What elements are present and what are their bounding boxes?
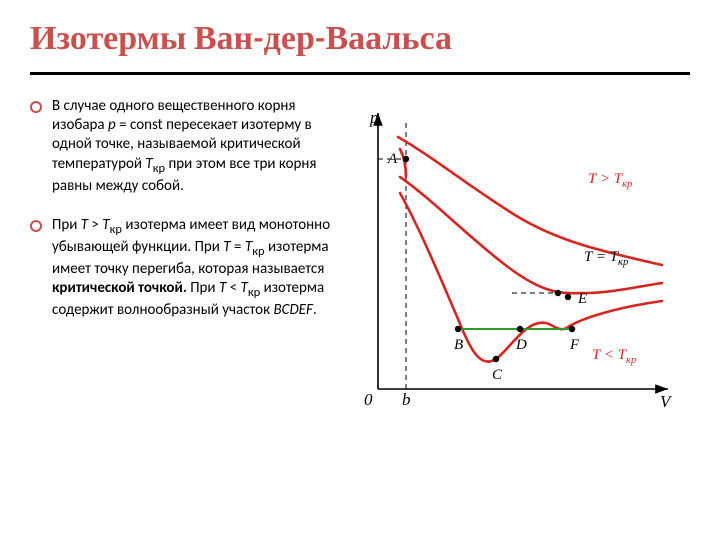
svg-text:E: E [577, 291, 587, 307]
bullet-dot-icon [30, 101, 42, 113]
bullet-item: В случае одного вещественного корня изоб… [30, 97, 340, 196]
svg-text:T = Tкр: T = Tкр [584, 249, 628, 268]
svg-text:F: F [569, 337, 580, 353]
text-column: В случае одного вещественного корня изоб… [30, 97, 340, 427]
page-title: Изотермы Ван-дер-Ваальса [30, 18, 690, 58]
bullet-text: При T > Tкр изотерма имеет вид монотонно… [52, 216, 340, 320]
svg-text:0: 0 [364, 390, 373, 409]
svg-text:B: B [454, 337, 463, 353]
svg-text:T < Tкр: T < Tкр [592, 347, 636, 366]
svg-text:D: D [515, 337, 527, 353]
bullet-dot-icon [30, 220, 42, 232]
svg-text:V: V [660, 392, 673, 411]
svg-text:C: C [492, 367, 503, 383]
bullet-item: При T > Tкр изотерма имеет вид монотонно… [30, 216, 340, 320]
svg-text:p: p [369, 108, 379, 127]
svg-text:b: b [402, 390, 411, 409]
bullet-text: В случае одного вещественного корня изоб… [52, 97, 340, 196]
svg-text:A: A [387, 151, 398, 167]
svg-text:T > Tкр: T > Tкр [588, 171, 632, 190]
chart-column: A B CD E Fp V 0 b T > Tкр T = Tкр T < Tкр [340, 97, 700, 427]
isotherm-chart: A B CD E Fp V 0 b T > Tкр T = Tкр T < Tкр [340, 97, 680, 427]
